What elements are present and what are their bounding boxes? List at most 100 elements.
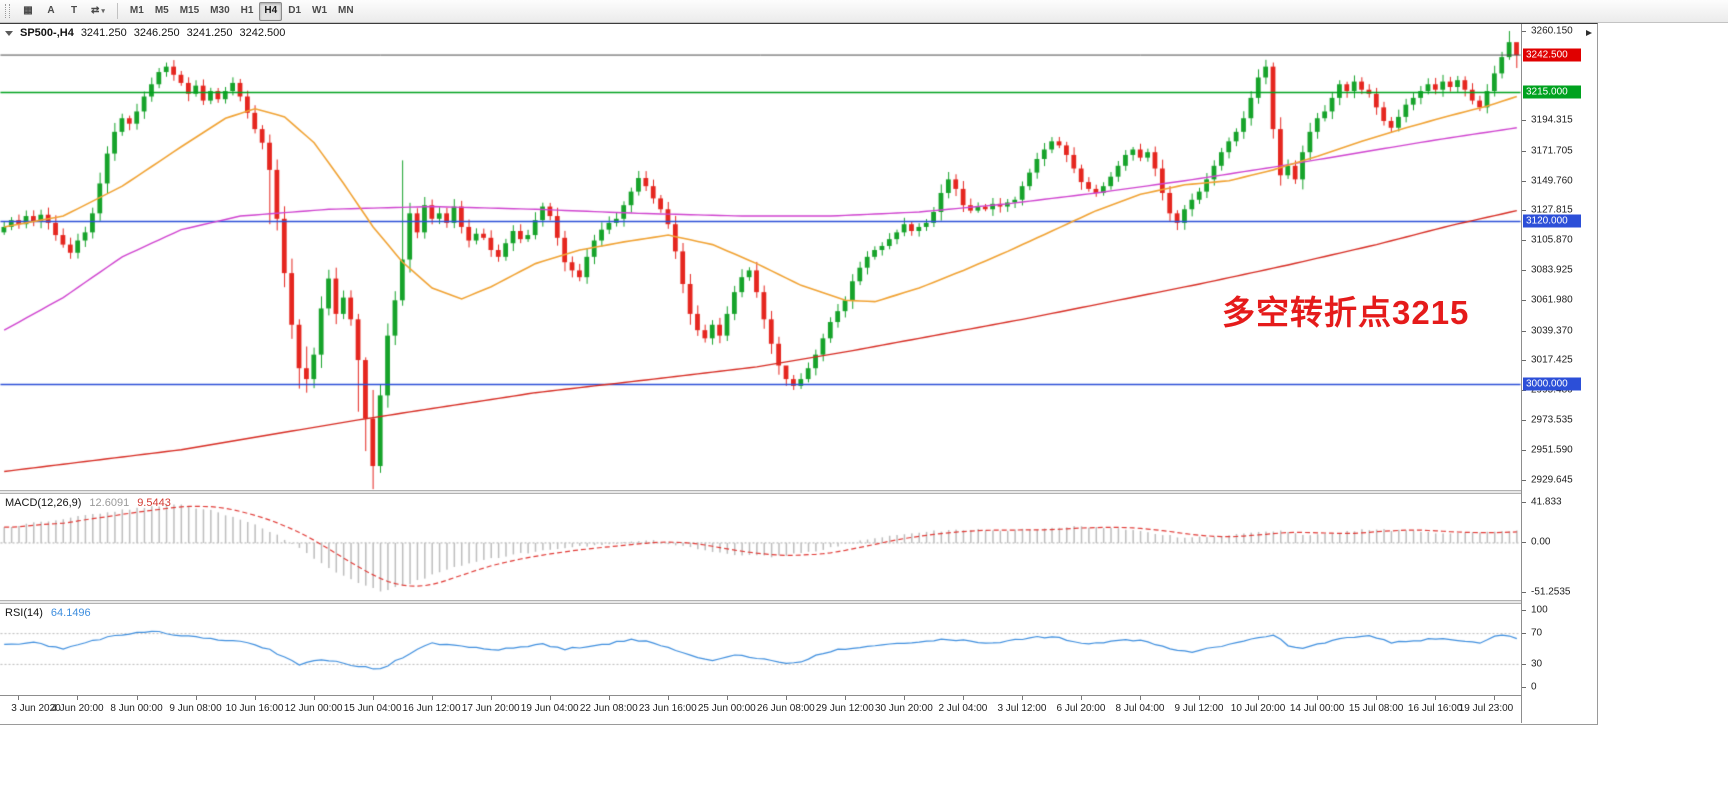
timeframe-button-h1[interactable]: H1 xyxy=(236,2,259,21)
time-tickmark xyxy=(136,696,138,700)
time-tickmark xyxy=(903,696,905,700)
time-tickmark xyxy=(667,696,669,700)
toolbar-drag-handle[interactable] xyxy=(5,4,10,18)
time-tickmark xyxy=(549,696,551,700)
price-tick-label: 3017.425 xyxy=(1531,354,1573,366)
time-axis-label: 6 Jul 20:00 xyxy=(1056,703,1106,714)
rsi-value: 64.1496 xyxy=(50,607,91,619)
chart-ohlc-header: SP500-,H4 3241.250 3246.250 3241.250 324… xyxy=(5,27,285,39)
time-axis-label: 8 Jul 04:00 xyxy=(1115,703,1165,714)
time-axis-label: 29 Jun 12:00 xyxy=(815,703,874,714)
time-axis[interactable]: 3 Jun 2020 4 Jun 20:00 8 Jun 00:00 9 Jun 08… xyxy=(0,695,1597,723)
time-tickmark xyxy=(431,696,433,700)
price-tick-label: 3149.760 xyxy=(1531,175,1573,187)
rsi-canvas[interactable] xyxy=(0,604,1521,695)
time-tickmark xyxy=(77,696,79,700)
time-tickmark xyxy=(1080,696,1082,700)
time-tickmark xyxy=(785,696,787,700)
timeframe-button-d1[interactable]: D1 xyxy=(283,2,306,21)
timeframe-button-mn[interactable]: MN xyxy=(333,2,359,21)
ohlc-high-value: 3246.250 xyxy=(133,27,180,39)
timeframe-button-m15[interactable]: M15 xyxy=(175,2,204,21)
price-tick-label: 3171.705 xyxy=(1531,145,1573,157)
time-tickmark xyxy=(844,696,846,700)
time-axis-label: 12 Jun 00:00 xyxy=(284,703,343,714)
tool-button-group: ▦ A T ⇄ ▾ xyxy=(17,2,110,21)
time-tickmark xyxy=(1199,696,1201,700)
price-tick-label: 3083.925 xyxy=(1531,264,1573,276)
price-badge-3000-000: 3000.000 xyxy=(1523,377,1581,391)
pane-divider-macd[interactable] xyxy=(0,490,1597,494)
timeframe-button-m5[interactable]: M5 xyxy=(150,2,174,21)
time-tickmark xyxy=(726,696,728,700)
time-axis-label: 17 Jun 20:00 xyxy=(461,703,520,714)
time-tickmark xyxy=(1258,696,1260,700)
price-chart-canvas[interactable] xyxy=(0,24,1521,490)
time-tickmark xyxy=(962,696,964,700)
rsi-pane: RSI(14) 64.1496 xyxy=(0,604,1521,695)
time-axis-label: 23 Jun 16:00 xyxy=(638,703,697,714)
axis-tickmark xyxy=(1522,299,1526,301)
axis-tickmark xyxy=(1522,633,1526,635)
main-price-pane: SP500-,H4 3241.250 3246.250 3241.250 324… xyxy=(0,24,1521,490)
time-axis-label: 3 Jun 2020 xyxy=(11,703,61,714)
price-tick-label: 3260.150 xyxy=(1531,25,1573,37)
macd-pane: MACD(12,26,9) 12.6091 9.5443 xyxy=(0,494,1521,600)
time-axis-label: 25 Jun 00:00 xyxy=(697,703,756,714)
time-axis-label: 14 Jul 00:00 xyxy=(1289,703,1345,714)
main-toolbar: ▦ A T ⇄ ▾ M1 M5 M15 M30 H1 H4 D1 W1 MN xyxy=(0,0,1728,23)
chart-context-arrow-icon[interactable] xyxy=(5,30,13,36)
time-axis-label: 15 Jun 04:00 xyxy=(343,703,402,714)
time-axis-label: 10 Jun 16:00 xyxy=(225,703,284,714)
time-axis-label: 15 Jul 08:00 xyxy=(1348,703,1404,714)
timeframe-button-m30[interactable]: M30 xyxy=(205,2,234,21)
toolbar-button-windows-icon[interactable]: ▦ xyxy=(17,2,39,21)
timeframe-button-w1[interactable]: W1 xyxy=(307,2,332,21)
symbol-timeframe-label: SP500-,H4 xyxy=(20,27,74,39)
axis-tickmark xyxy=(1522,330,1526,332)
time-axis-label: 2 Jul 04:00 xyxy=(938,703,988,714)
time-tickmark xyxy=(18,696,20,700)
rsi-scale-label: 0 xyxy=(1531,681,1537,693)
chevron-down-icon: ▾ xyxy=(101,7,105,15)
toolbar-button-cursor-tool[interactable]: A xyxy=(40,2,62,21)
time-axis-label: 10 Jul 20:00 xyxy=(1230,703,1286,714)
macd-canvas[interactable] xyxy=(0,494,1521,600)
time-tickmark xyxy=(1140,696,1141,700)
axis-tickmark xyxy=(1522,240,1526,242)
time-axis-label: 8 Jun 00:00 xyxy=(110,703,163,714)
time-tickmark xyxy=(490,696,492,700)
time-axis-label: 19 Jun 04:00 xyxy=(520,703,579,714)
time-axis-label: 9 Jul 12:00 xyxy=(1174,703,1224,714)
axis-tickmark xyxy=(1522,180,1526,182)
axis-tickmark xyxy=(1522,419,1526,421)
time-tickmark xyxy=(608,696,610,700)
macd-scale-label: -51.2535 xyxy=(1531,586,1571,598)
price-axis[interactable]: 3260.150 3194.315 3171.705 3149.760 3127.815… xyxy=(1521,24,1597,723)
chart-text-annotation[interactable]: 多空转折点3215 xyxy=(1222,294,1470,331)
price-badge-3120-000: 3120.000 xyxy=(1523,214,1581,228)
time-tickmark xyxy=(1021,696,1023,700)
toolbar-button-line-type-tool[interactable]: ⇄ ▾ xyxy=(86,2,110,21)
timeframe-button-h4[interactable]: H4 xyxy=(259,1,283,21)
rsi-header: RSI(14) 64.1496 xyxy=(5,607,91,619)
price-tick-label: 3061.980 xyxy=(1531,294,1573,306)
price-badge-3215-000: 3215.000 xyxy=(1523,85,1581,99)
macd-scale-label: 41.833 xyxy=(1531,496,1562,508)
time-tickmark xyxy=(1317,696,1319,700)
time-tickmark xyxy=(1376,696,1378,700)
macd-header: MACD(12,26,9) 12.6091 9.5443 xyxy=(5,497,171,509)
axis-tickmark xyxy=(1522,270,1526,271)
price-tick-label: 3105.870 xyxy=(1531,234,1573,246)
axis-tickmark xyxy=(1522,30,1526,32)
time-tickmark xyxy=(195,696,197,700)
axis-tickmark xyxy=(1522,390,1526,392)
toolbar-button-text-tool[interactable]: T xyxy=(63,2,85,21)
pane-divider-rsi[interactable] xyxy=(0,600,1597,604)
time-axis-label: 3 Jul 12:00 xyxy=(997,703,1047,714)
price-tick-label: 3127.815 xyxy=(1531,204,1573,216)
axis-tickmark xyxy=(1522,542,1526,544)
rsi-scale-label: 100 xyxy=(1531,604,1548,616)
price-tick-label: 3039.370 xyxy=(1531,325,1573,337)
timeframe-button-m1[interactable]: M1 xyxy=(125,2,149,21)
